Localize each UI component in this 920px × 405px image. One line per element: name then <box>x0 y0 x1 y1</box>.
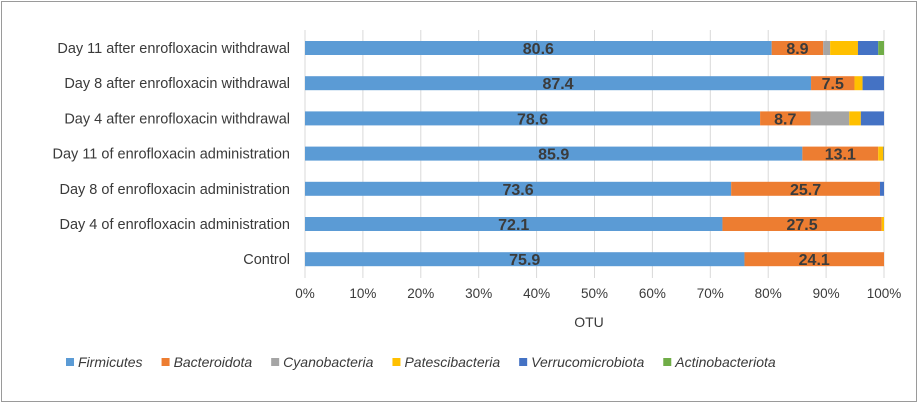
x-tick-label: 60% <box>639 286 666 301</box>
legend-swatch <box>161 358 170 366</box>
x-tick-label: 100% <box>867 286 902 301</box>
bar-segment <box>823 41 831 55</box>
bar-segment <box>857 41 879 55</box>
bar-segment <box>731 181 880 196</box>
legend-swatch <box>271 358 280 366</box>
bar-segment <box>722 217 882 231</box>
x-tick-label: 20% <box>407 286 434 301</box>
bar-segment <box>881 217 884 231</box>
bar-segment <box>878 41 884 55</box>
category-labels: Day 11 after enrofloxacin withdrawal Day … <box>53 41 291 268</box>
x-tick-label: 80% <box>755 286 782 301</box>
bar-segments <box>305 41 884 267</box>
legend: Firmicutes Bacteroidota Cyanobacteria Pates… <box>66 354 776 370</box>
legend-label: Actinobacteriota <box>674 354 776 370</box>
x-tick-label: 0% <box>295 286 315 301</box>
bar-segment <box>305 41 772 55</box>
bar-segment <box>860 111 884 126</box>
legend-label: Cyanobacteria <box>283 354 373 370</box>
category-label: Day 4 after enrofloxacin withdrawal <box>64 111 290 127</box>
category-label: Control <box>243 252 290 268</box>
bar-segment <box>305 146 803 161</box>
bar-segment <box>305 76 812 91</box>
x-tick-label: 10% <box>349 286 376 301</box>
legend-swatch <box>663 358 672 366</box>
legend-label: Bacteroidota <box>174 354 253 370</box>
bar-segment <box>862 76 884 91</box>
legend-swatch <box>392 358 401 366</box>
data-label: 73.6 <box>503 182 534 199</box>
category-label: Day 11 of enrofloxacin administration <box>53 147 291 163</box>
bar-segment <box>878 146 884 161</box>
bar-segment <box>830 41 858 55</box>
x-tick-label: 30% <box>465 286 492 301</box>
data-label: 25.7 <box>790 182 821 199</box>
legend-swatch <box>66 358 74 366</box>
x-tick-label: 70% <box>697 286 724 301</box>
bar-segment <box>305 111 761 126</box>
bar-segment <box>802 146 879 161</box>
x-tick-label: 90% <box>813 286 840 301</box>
data-label: 24.1 <box>799 252 830 269</box>
category-label: Day 8 of enrofloxacin administration <box>59 182 290 198</box>
data-label: 8.9 <box>786 41 808 58</box>
bar-segment <box>883 146 884 161</box>
bar-segment <box>771 41 824 55</box>
data-label: 7.5 <box>822 76 844 93</box>
data-label: 78.6 <box>517 111 548 128</box>
x-tick-label: 40% <box>523 286 550 301</box>
data-label: 80.6 <box>523 41 554 58</box>
data-label: 87.4 <box>542 76 573 93</box>
x-tick-label: 50% <box>581 286 608 301</box>
category-label: Day 8 after enrofloxacin withdrawal <box>64 76 290 92</box>
bar-segment <box>810 111 850 126</box>
legend-label: Verrucomicrobiota <box>531 354 644 370</box>
bar-segment <box>849 111 861 126</box>
bar-segment <box>305 252 745 267</box>
bar-segment <box>305 217 723 231</box>
data-label: 8.7 <box>774 111 796 128</box>
bar-segment <box>760 111 811 126</box>
bar-segment <box>879 181 884 196</box>
legend-label: Firmicutes <box>78 354 143 370</box>
legend-label: Patescibacteria <box>404 354 500 370</box>
x-tick-labels: 0% 10% 20% 30% 40% 50% 60% 70% 80% 90% 100% <box>295 286 901 301</box>
bar-segment <box>744 252 884 267</box>
x-axis-title: OTU <box>574 314 604 330</box>
bar-segment <box>811 76 855 91</box>
legend-swatch <box>519 358 528 366</box>
data-label: 85.9 <box>538 147 569 164</box>
bar-segment <box>305 181 732 196</box>
category-label: Day 4 of enrofloxacin administration <box>59 217 290 233</box>
data-labels: 80.6 8.9 87.4 7.5 78.6 8.7 85.9 13.1 73.6 25.7 72.… <box>498 41 856 269</box>
data-label: 75.9 <box>509 252 540 269</box>
data-label: 13.1 <box>825 147 856 164</box>
category-label: Day 11 after enrofloxacin withdrawal <box>57 41 290 57</box>
bar-segment <box>854 76 863 91</box>
data-label: 72.1 <box>498 217 529 234</box>
data-label: 27.5 <box>787 217 818 234</box>
